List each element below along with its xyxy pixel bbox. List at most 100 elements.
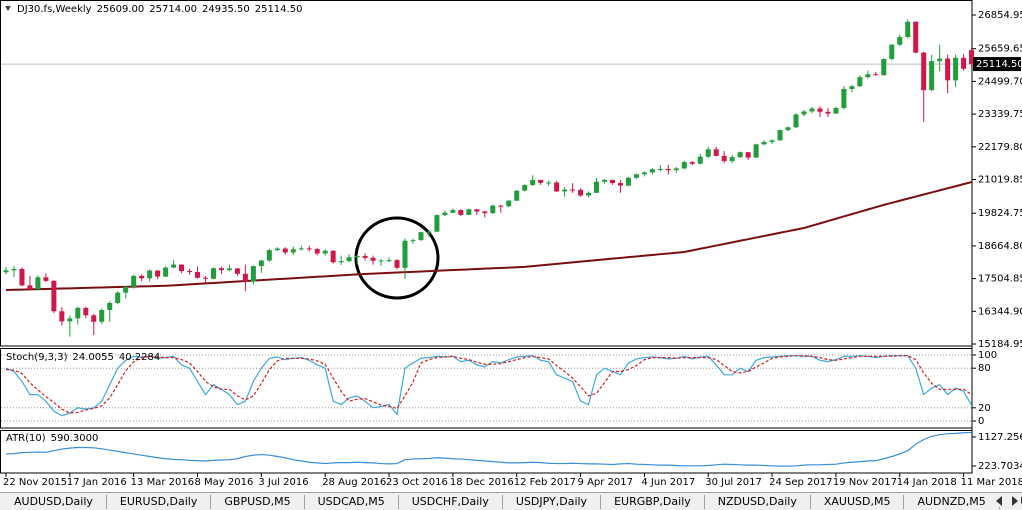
symbol-tab[interactable]: GBPUSD,M5: [211, 494, 305, 509]
symbol-tab[interactable]: NZDUSD,Daily: [705, 494, 811, 509]
symbol-tab[interactable]: EURGBP,Daily: [601, 494, 705, 509]
x-tick-label: 17 Jan 2016: [67, 477, 127, 488]
tab-prev[interactable]: [994, 495, 1004, 507]
x-tick-label: 8 May 2016: [195, 477, 254, 488]
candle-body: [498, 205, 504, 207]
y-tick-label: 100: [978, 350, 997, 361]
candle-body: [75, 307, 81, 319]
x-tick-label: 9 Apr 2017: [578, 477, 633, 488]
symbol-tab[interactable]: USDCHF,Daily: [399, 494, 503, 509]
atr-panel-frame: [0, 430, 973, 474]
candle-body: [881, 58, 887, 76]
candle-body: [107, 302, 113, 310]
candle-body: [554, 182, 560, 192]
y-tick-label: 17504.85: [978, 274, 1022, 285]
candle-body: [290, 249, 296, 253]
candle-body: [203, 277, 208, 279]
x-tick-label: 22 Nov 2015: [3, 477, 67, 488]
x-tick-label: 4 Jun 2017: [641, 477, 695, 488]
candle-body: [218, 268, 224, 271]
chart: 26854.95 25659.65 24499.70 23339.75 22179.80…: [0, 0, 1022, 488]
candle-body: [354, 255, 360, 258]
symbol-tab[interactable]: USDJPY,Daily: [503, 494, 602, 509]
candle-body: [234, 268, 240, 274]
menu-icon: [5, 6, 11, 11]
tab-next[interactable]: [1010, 495, 1020, 507]
candle-body: [490, 205, 496, 214]
candle-body: [522, 185, 528, 191]
candle-body: [51, 280, 57, 312]
candle-body: [258, 260, 264, 267]
candle-body: [282, 248, 288, 253]
candle-body: [19, 268, 25, 286]
candle-body: [849, 86, 855, 89]
y-tick-label: 26854.95: [978, 10, 1022, 21]
candle-body: [562, 189, 568, 192]
x-tick-label: 19 Nov 2017: [833, 477, 897, 488]
candle-body: [155, 270, 161, 277]
candle-body: [442, 212, 448, 216]
candle-body: [3, 270, 9, 273]
candle-body: [474, 209, 480, 212]
candle-body: [681, 162, 687, 169]
candle-body: [266, 250, 272, 261]
candle-body: [817, 108, 823, 112]
candle-body: [171, 264, 177, 268]
symbol-tab[interactable]: AUDNZD,M5: [904, 494, 1000, 509]
candle-body: [11, 268, 17, 271]
candle-body: [793, 114, 799, 128]
candle-body: [801, 111, 807, 115]
x-tick-label: 28 Aug 2016: [322, 477, 386, 488]
candle-body: [410, 240, 416, 242]
candle-body: [857, 77, 863, 87]
candle-body: [242, 273, 248, 282]
candle-body: [195, 271, 201, 278]
candle-body: [825, 111, 831, 114]
candle-body: [865, 74, 871, 78]
candle-body: [458, 210, 464, 215]
header-text: DJ30.fs,Weekly: [17, 4, 92, 15]
candle-body: [705, 149, 711, 157]
atr-line: [5, 431, 972, 467]
candle-body: [163, 267, 169, 277]
symbol-tab[interactable]: AUDUSD,Daily: [0, 494, 107, 509]
x-tick-label: 30 Jul 2017: [705, 477, 762, 488]
candle-body: [530, 179, 536, 186]
candle-body: [322, 250, 328, 254]
y-tick-label: 0: [978, 416, 984, 427]
candle-body: [729, 157, 735, 162]
candle-body: [913, 21, 919, 53]
candle-body: [921, 52, 927, 91]
x-tick-label: 13 Mar 2016: [131, 477, 194, 488]
header-text: 25714.00: [149, 4, 197, 15]
candle-body: [418, 232, 424, 241]
tab-bar: AUDUSD,Daily EURUSD,Daily GBPUSD,M5 USDCAD,…: [0, 492, 1022, 510]
y-tick-label: 80: [978, 363, 991, 374]
candle-body: [785, 127, 791, 131]
y-tick-label: 23339.75: [978, 109, 1022, 120]
header-text: ATR(10): [6, 433, 46, 444]
x-tick-label: 23 Oct 2016: [386, 477, 448, 488]
candle-body: [961, 57, 967, 69]
y-tick-label: 1127.2564: [978, 432, 1022, 443]
candle-body: [139, 275, 145, 279]
candle-body: [426, 231, 432, 233]
x-tick-label: 3 Jul 2016: [258, 477, 308, 488]
candle-body: [889, 44, 895, 59]
candle-body: [187, 271, 193, 273]
y-tick-label: 24499.70: [978, 76, 1022, 87]
candle-body: [338, 261, 344, 263]
symbol-tab[interactable]: EURUSD,Daily: [107, 494, 212, 509]
y-tick-label: 25659.65: [978, 44, 1022, 55]
candle-body: [697, 156, 703, 164]
candle-body: [602, 179, 607, 182]
symbol-tab[interactable]: USDCAD,M5: [305, 494, 399, 509]
symbol-tab[interactable]: XAUUSD,M5: [811, 494, 905, 509]
candle-body: [689, 162, 695, 164]
header-text: 24935.50: [202, 4, 250, 15]
main-panel-frame: [0, 0, 973, 347]
candle-body: [67, 318, 73, 322]
header-text: 24.0055: [72, 352, 113, 363]
y-tick-label: 16344.90: [978, 306, 1022, 317]
x-tick-label: 18 Dec 2016: [450, 477, 514, 488]
